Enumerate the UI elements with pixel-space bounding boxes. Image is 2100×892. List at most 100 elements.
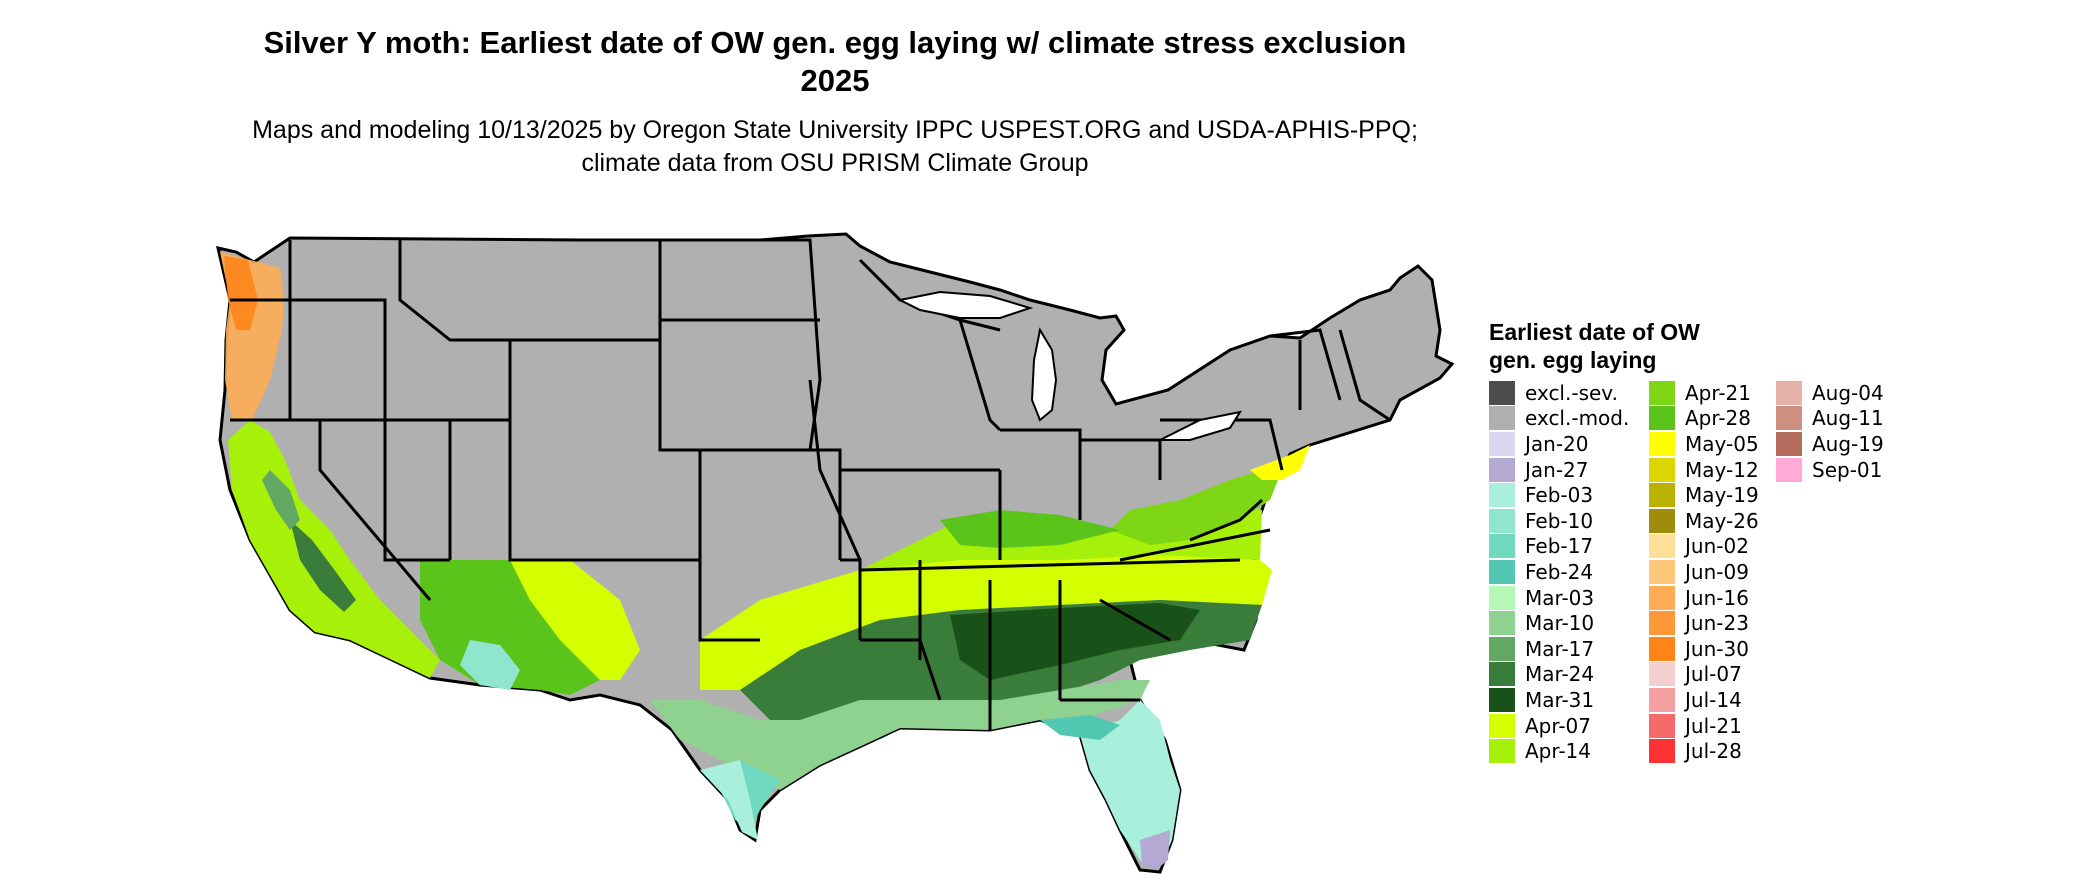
legend-swatch	[1649, 406, 1675, 431]
ohio-valley-green	[940, 510, 1120, 548]
legend-swatch	[1649, 636, 1675, 661]
legend-swatch	[1489, 713, 1515, 738]
legend-swatch	[1649, 585, 1675, 610]
legend-swatch	[1649, 380, 1675, 405]
legend-item: Apr-14	[1489, 738, 1649, 764]
legend-swatch	[1776, 457, 1802, 482]
legend-swatch	[1649, 611, 1675, 636]
legend-label: Jun-23	[1685, 611, 1749, 636]
fl-panhandle-teal	[1040, 715, 1120, 740]
legend-label: Jun-16	[1685, 585, 1749, 610]
map-title: Silver Y moth: Earliest date of OW gen. …	[263, 25, 1407, 98]
legend-swatch	[1489, 559, 1515, 584]
legend-item: May-19	[1649, 482, 1776, 508]
legend-swatch	[1489, 611, 1515, 636]
legend-label: Aug-11	[1812, 406, 1884, 431]
legend-label: Mar-31	[1525, 687, 1595, 712]
legend-label: Apr-28	[1685, 406, 1751, 431]
legend-swatch	[1649, 713, 1675, 738]
sw-teal	[460, 640, 520, 690]
fl-jan27	[1140, 830, 1170, 870]
legend-label: Feb-10	[1525, 508, 1594, 533]
legend-item: Jun-23	[1649, 610, 1776, 636]
legend-swatch	[1649, 457, 1675, 482]
legend-item: May-26	[1649, 508, 1776, 534]
legend-label: May-05	[1685, 431, 1759, 456]
legend-column-3: Aug-04 Aug-11 Aug-19 Sep-01	[1776, 380, 1936, 764]
legend-item: Apr-28	[1649, 406, 1776, 432]
legend-swatch	[1776, 431, 1802, 456]
legend-label: Feb-17	[1525, 534, 1594, 559]
legend-item: Mar-03	[1489, 585, 1649, 611]
legend-swatch	[1649, 662, 1675, 687]
legend-item: May-05	[1649, 431, 1776, 457]
legend-item: Mar-31	[1489, 687, 1649, 713]
legend-item: Aug-04	[1776, 380, 1936, 406]
title-block: Silver Y moth: Earliest date of OW gen. …	[250, 24, 1420, 180]
legend-swatch	[1489, 406, 1515, 431]
legend-item: Jun-30	[1649, 636, 1776, 662]
legend-label: Apr-07	[1525, 713, 1591, 738]
legend-item: Feb-10	[1489, 508, 1649, 534]
legend-label: Feb-24	[1525, 559, 1594, 584]
legend-item: Jul-28	[1649, 738, 1776, 764]
legend-item: Sep-01	[1776, 457, 1936, 483]
legend-label: Jun-30	[1685, 636, 1749, 661]
legend-swatch	[1489, 431, 1515, 456]
legend-label: excl.-sev.	[1525, 380, 1618, 405]
legend-label: excl.-mod.	[1525, 406, 1630, 431]
legend-swatch	[1489, 534, 1515, 559]
ca-mid-green	[262, 470, 300, 530]
legend-label: Apr-21	[1685, 380, 1751, 405]
legend-swatch	[1649, 559, 1675, 584]
legend-swatch	[1649, 534, 1675, 559]
legend-label: Mar-10	[1525, 611, 1595, 636]
legend-swatch	[1489, 687, 1515, 712]
lake-erie	[1159, 410, 1243, 441]
legend-item: Jun-02	[1649, 534, 1776, 560]
legend-item: Feb-24	[1489, 559, 1649, 585]
legend-label: Jan-20	[1525, 431, 1589, 456]
legend-item: Mar-24	[1489, 662, 1649, 688]
ca-dark-valley	[290, 520, 356, 612]
legend-swatch	[1649, 687, 1675, 712]
legend-item: excl.-sev.	[1489, 380, 1649, 406]
legend-item: Feb-17	[1489, 534, 1649, 560]
legend-swatch	[1489, 585, 1515, 610]
legend-item: Jul-07	[1649, 662, 1776, 688]
midatlantic-green	[1110, 470, 1282, 545]
legend-label: Mar-17	[1525, 636, 1595, 661]
legend-item: Jul-21	[1649, 713, 1776, 739]
legend-label: Aug-04	[1812, 380, 1884, 405]
wa-coast-orange	[224, 256, 258, 330]
legend-item: Jan-27	[1489, 457, 1649, 483]
south-yellow-band	[700, 555, 1272, 690]
legend-swatch	[1649, 431, 1675, 456]
legend-swatch	[1489, 739, 1515, 764]
legend-title: Earliest date of OW gen. egg laying	[1489, 319, 1700, 373]
legend-label: Feb-03	[1525, 483, 1594, 508]
map-subtitle: Maps and modeling 10/13/2025 by Oregon S…	[252, 116, 1418, 177]
legend-label: Jul-07	[1685, 662, 1742, 687]
legend-item: Jun-09	[1649, 559, 1776, 585]
tx-coast-feb	[700, 760, 758, 840]
legend-swatch	[1649, 508, 1675, 533]
legend-item: Jan-20	[1489, 431, 1649, 457]
legend-label: Sep-01	[1812, 457, 1883, 482]
legend-label: May-12	[1685, 457, 1759, 482]
legend-item: Feb-03	[1489, 482, 1649, 508]
legend-label: Jun-09	[1685, 559, 1749, 584]
legend-item: Mar-10	[1489, 610, 1649, 636]
legend-swatch	[1489, 636, 1515, 661]
legend-label: Apr-14	[1525, 739, 1591, 764]
legend-label: Jun-02	[1685, 534, 1749, 559]
legend-item: excl.-mod.	[1489, 406, 1649, 432]
legend-item: Mar-17	[1489, 636, 1649, 662]
gulf-mar10	[650, 680, 1150, 790]
legend-item: May-12	[1649, 457, 1776, 483]
lake-michigan	[1030, 327, 1058, 422]
legend-item: Aug-11	[1776, 406, 1936, 432]
legend-swatch	[1489, 457, 1515, 482]
legend-item: Apr-21	[1649, 380, 1776, 406]
